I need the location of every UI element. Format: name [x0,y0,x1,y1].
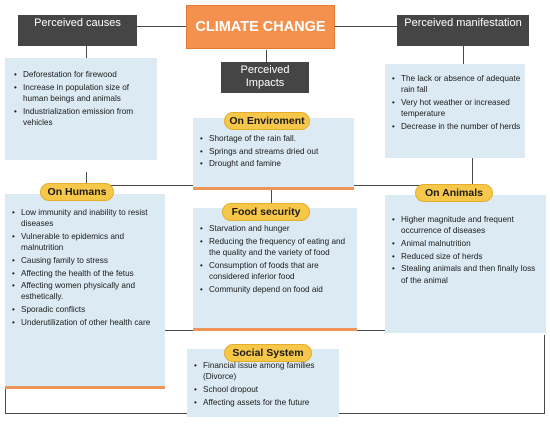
list-item: Sporadic conflicts [12,304,161,315]
humans-label-text: On Humans [47,186,107,198]
environment-list: Shortage of the rain fall. Springs and s… [197,133,350,170]
list-item: Stealing animals and then finally loss o… [392,263,542,285]
list-item: Deforestation for firewood [14,69,151,80]
list-item: Reducing the frequency of eating and the… [200,236,353,258]
list-item: Underutilization of other health care [12,317,161,328]
list-item: Very hot weather or increased temperatur… [392,97,521,119]
animals-label: On Animals [415,184,493,202]
social-system-label: Social System [224,344,312,362]
connector-left-border-vertical [5,388,6,413]
animals-list: Higher magnitude and frequent occurrence… [389,214,542,286]
humans-panel: Low immunity and inability to resist dis… [5,194,165,386]
causes-list: Deforestation for firewood Increase in p… [11,69,151,128]
diagram-title-text: CLIMATE CHANGE [195,19,326,35]
list-item: The lack or absence of adequate rain fal… [392,73,521,95]
humans-list: Low immunity and inability to resist dis… [9,207,161,328]
food-security-label: Food security [222,203,310,221]
list-item: Community depend on food aid [200,284,353,295]
food-security-panel: Starvation and hunger Reducing the frequ… [193,208,357,328]
header-perceived-causes-text: Perceived causes [34,17,121,29]
list-item: Financial issue among families (Divorce) [194,360,335,382]
social-system-label-text: Social System [232,347,304,359]
food-security-label-text: Food security [231,206,301,218]
header-perceived-manifestation: Perceived manifestation [397,15,529,46]
humans-label: On Humans [40,183,114,201]
list-item: Springs and streams dried out [200,146,350,157]
header-perceived-impacts: Perceived Impacts [221,62,309,93]
connector-center-vertical [266,50,267,62]
humans-accent-bar [5,386,165,389]
list-item: Industrialization emission from vehicles [14,106,151,128]
list-item: Decrease in the number of herds [392,121,521,132]
header-perceived-impacts-text: Perceived Impacts [240,64,290,89]
connector-right-vertical [463,46,464,64]
list-item: Causing family to stress [12,255,161,266]
food-security-accent-bar [193,328,357,331]
animals-panel: Higher magnitude and frequent occurrence… [385,195,546,333]
diagram-title: CLIMATE CHANGE [186,5,335,49]
header-perceived-manifestation-text: Perceived manifestation [404,17,522,29]
list-item: Increase in population size of human bei… [14,82,151,104]
list-item: Affecting the health of the fetus [12,268,161,279]
environment-accent-bar [193,187,354,190]
list-item: Consumption of foods that are considered… [200,260,353,282]
environment-panel: Shortage of the rain fall. Springs and s… [193,118,354,187]
list-item: Starvation and hunger [200,223,353,234]
connector-right-border-vertical [544,335,545,413]
connector-humans-vertical [86,172,87,184]
connector-food-vertical [271,190,272,204]
connector-left-vertical [86,46,87,58]
list-item: Drought and famine [200,158,350,169]
list-item: Vulnerable to epidemics and malnutrition [12,231,161,253]
list-item: Affecting assets for the future [194,397,335,408]
list-item: School dropout [194,384,335,395]
list-item: Low immunity and inability to resist dis… [12,207,161,229]
connector-animals-vertical [472,158,473,184]
social-system-list: Financial issue among families (Divorce)… [191,360,335,408]
list-item: Affecting women physically and esthetica… [12,280,161,302]
animals-label-text: On Animals [425,187,483,199]
list-item: Shortage of the rain fall. [200,133,350,144]
causes-panel: Deforestation for firewood Increase in p… [5,58,157,160]
header-perceived-causes: Perceived causes [18,15,137,46]
list-item: Higher magnitude and frequent occurrence… [392,214,542,236]
environment-label-text: On Enviroment [229,115,305,127]
environment-label: On Enviroment [224,112,310,130]
list-item: Reduced size of herds [392,251,542,262]
manifestation-panel: The lack or absence of adequate rain fal… [385,64,525,158]
food-security-list: Starvation and hunger Reducing the frequ… [197,223,353,295]
manifestation-list: The lack or absence of adequate rain fal… [389,73,521,132]
list-item: Animal malnutrition [392,238,542,249]
